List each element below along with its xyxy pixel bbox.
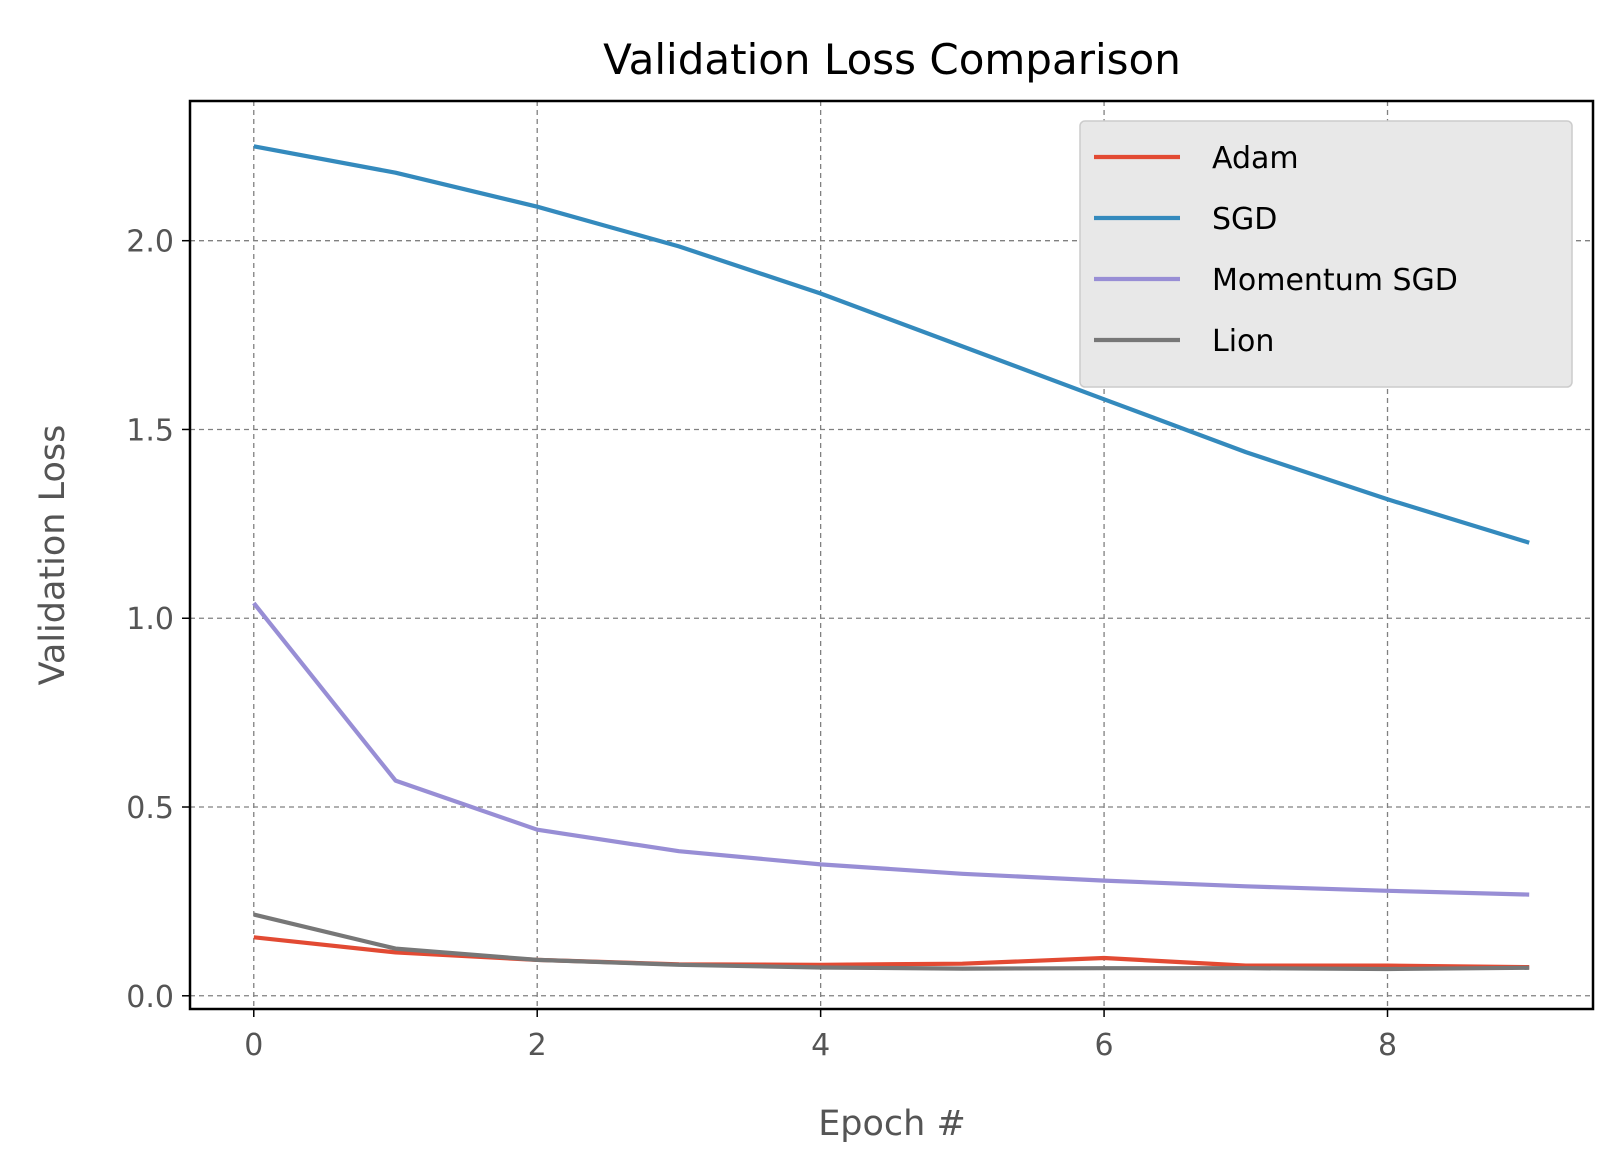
x-tick-label: 8 bbox=[1378, 1028, 1397, 1063]
legend-label-adam: Adam bbox=[1212, 141, 1299, 176]
legend-label-sgd: SGD bbox=[1212, 202, 1277, 237]
y-tick-label: 1.0 bbox=[126, 602, 174, 637]
y-tick-label: 2.0 bbox=[126, 225, 174, 260]
series-lines bbox=[252, 144, 1530, 972]
y-tick-label: 1.5 bbox=[126, 413, 174, 448]
y-tick-label: 0.5 bbox=[126, 791, 174, 826]
legend-label-lion: Lion bbox=[1212, 324, 1274, 359]
legend-label-momentum-sgd: Momentum SGD bbox=[1212, 263, 1458, 298]
legend: Adam SGD Momentum SGD Lion bbox=[1079, 120, 1573, 388]
x-tick-label: 0 bbox=[244, 1028, 263, 1063]
x-axis-label: Epoch # bbox=[818, 1104, 966, 1144]
series-line-sgd bbox=[253, 144, 1530, 545]
x-tick-label: 6 bbox=[1095, 1028, 1114, 1063]
axis-ticks: 0 2 4 6 8 0.0 0.5 1.0 1.5 2.0 bbox=[126, 225, 1397, 1063]
series-line-lion bbox=[253, 912, 1530, 972]
legend-entries: Adam SGD Momentum SGD Lion bbox=[1094, 141, 1458, 359]
legend-box bbox=[1079, 120, 1573, 388]
x-tick-label: 4 bbox=[811, 1028, 830, 1063]
plot-frame bbox=[188, 99, 1595, 1011]
grid bbox=[190, 101, 1593, 1009]
y-tick-label: 0.0 bbox=[126, 980, 174, 1015]
y-axis-label: Validation Loss bbox=[33, 425, 73, 686]
chart-title: Validation Loss Comparison bbox=[603, 35, 1181, 84]
x-tick-label: 2 bbox=[528, 1028, 547, 1063]
series-line-momentum-sgd bbox=[252, 601, 1530, 897]
